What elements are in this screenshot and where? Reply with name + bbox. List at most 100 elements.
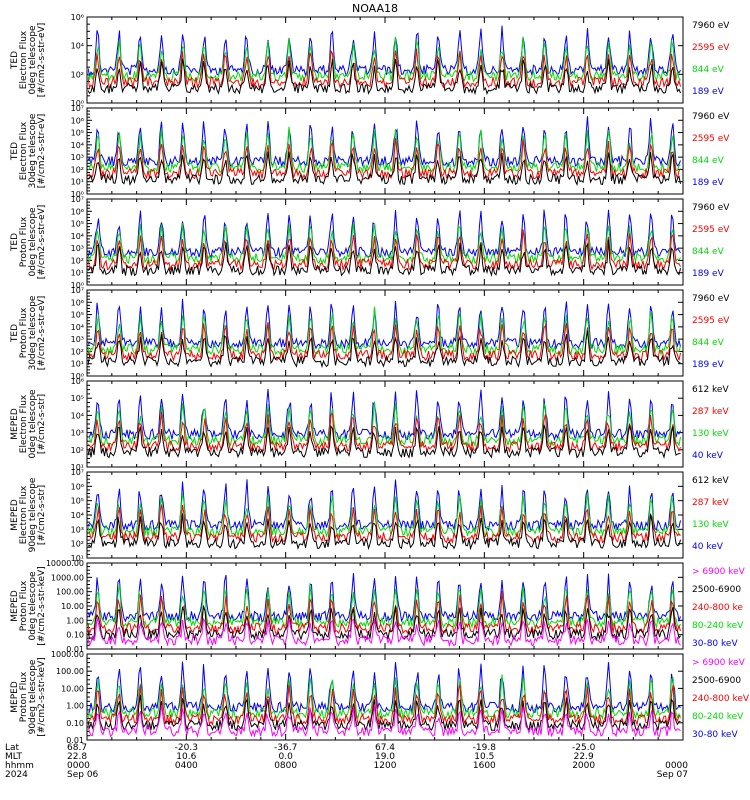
panel-4: 10⁰ 10¹ 10² 10³ 10⁴ 10⁵ 10⁶ 10⁷ TEDProton Flux30… <box>10 286 730 381</box>
series-line <box>88 25 681 78</box>
series-line <box>88 298 681 351</box>
y-tick-label: 10⁴ <box>71 232 84 241</box>
series-line <box>88 694 681 732</box>
legend-item: 189 eV <box>692 178 725 188</box>
series-line <box>88 504 681 544</box>
y-tick-label: 10¹ <box>71 178 84 187</box>
panel-7: 0.010.101.0010.00100.001000.0010000.00ME… <box>10 559 746 654</box>
y-tick-label: 10⁴ <box>71 141 84 150</box>
series-line <box>88 239 681 277</box>
footer-lat: -25.0 <box>572 743 596 753</box>
y-tick-label: 10⁰ <box>71 190 84 199</box>
y-tick-label: 10⁶ <box>71 377 84 386</box>
y-tick-label: 10³ <box>71 525 84 534</box>
series-line <box>88 209 681 259</box>
y-tick-label: 10000.00 <box>46 559 84 568</box>
series-line <box>88 151 681 186</box>
y-axis-label-line: 0deg telescope <box>28 25 38 95</box>
y-tick-label: 10⁶ <box>71 13 84 22</box>
y-tick-label: 10³ <box>71 335 84 344</box>
panel-5: 10¹ 10² 10³ 10⁴ 10⁵ 10⁶ MEPEDElectron Flux0deg… <box>10 377 729 472</box>
y-axis-label-line: 30deg telescope <box>28 113 38 188</box>
y-tick-label: 0.10 <box>66 631 84 640</box>
y-tick-label: 10⁶ <box>71 482 84 491</box>
y-axis-label-line: 90deg telescope <box>28 477 38 552</box>
y-axis-label-line: [#/cm2-s-str] <box>37 394 47 454</box>
y-axis-label-line: [#/cm2-s-str-eV] <box>37 114 47 189</box>
y-tick-label: 1000.00 <box>51 573 84 582</box>
panel-8: 0.01 0.10 1.00 10.00 100.00 1000.00 MEPEDProto… <box>10 650 750 745</box>
y-tick-label: 10⁷ <box>71 195 84 204</box>
series-line <box>88 590 681 636</box>
series-line <box>88 704 681 739</box>
footer-mlt: 19.0 <box>375 752 395 762</box>
y-tick-label: 10.00 <box>61 684 84 693</box>
y-axis-label: MEPEDProton Flux0deg telescope[#/cm2-s-s… <box>10 566 47 645</box>
flux-traces <box>88 479 681 551</box>
footer-hhmm: 1600 <box>473 761 496 771</box>
panel-frame <box>86 471 684 559</box>
y-tick-label: 10⁴ <box>71 42 84 51</box>
y-tick-label: 10³ <box>71 153 84 162</box>
y-axis-label: TEDProton Flux0deg telescope[#/cm2-s-str… <box>10 205 47 280</box>
footer-mlt: 22.8 <box>67 752 87 762</box>
y-tick-label: 10³ <box>71 244 84 253</box>
y-axis-label-line: Electron Flux <box>19 30 29 89</box>
y-axis-label-line: TED <box>10 233 20 252</box>
flux-traces <box>88 209 681 277</box>
y-tick-label: 10⁵ <box>71 220 84 229</box>
footer-mlt: 0.0 <box>279 752 294 762</box>
legend-item: 2500-6900 <box>692 585 741 595</box>
y-axis-label-line: [#/cm2-s-str-eV] <box>37 23 47 98</box>
series-line <box>88 306 681 357</box>
footer-row-label: hhmm <box>5 761 34 771</box>
y-tick-label: 10² <box>71 446 84 455</box>
y-tick-label: 1.00 <box>66 616 84 625</box>
y-tick-label: 10² <box>71 347 84 356</box>
y-tick-label: 10⁶ <box>71 207 84 216</box>
y-tick-label: 10⁰ <box>71 99 84 108</box>
y-tick-label: 0.10 <box>66 719 84 728</box>
series-line <box>88 48 681 90</box>
y-axis-label: TEDElectron Flux0deg telescope[#/cm2-s-s… <box>10 23 47 98</box>
footer-hhmm: 1200 <box>374 761 397 771</box>
y-axis-label-line: MEPED <box>10 681 20 713</box>
y-axis-label-line: TED <box>10 51 20 70</box>
legend-item: 189 eV <box>692 269 725 279</box>
footer-row-label: MLT <box>5 752 23 762</box>
y-axis-label-line: Proton Flux <box>19 671 29 722</box>
y-tick-label: 10² <box>71 70 84 79</box>
y-axis-label-line: [#/cm2-s-str] <box>37 485 47 545</box>
footer-mlt: 10.5 <box>474 752 494 762</box>
series-line <box>88 126 681 174</box>
y-axis-label-line: 90deg telescope <box>28 659 38 734</box>
y-axis-label-line: [#/cm2-s-str-eV] <box>37 205 47 280</box>
legend-item: 189 eV <box>692 360 725 370</box>
flux-traces <box>88 388 681 460</box>
y-tick-label: 10⁵ <box>71 129 84 138</box>
series-line <box>88 58 681 96</box>
legend-item: 7960 eV <box>692 21 730 31</box>
y-tick-label: 10¹ <box>71 463 84 472</box>
y-tick-label: 10⁷ <box>71 468 84 477</box>
y-axis-label: MEPEDProton Flux90deg telescope[#/cm2-s-… <box>10 657 47 736</box>
footer-date: Sep 06 <box>67 770 99 780</box>
legend-item: 287 keV <box>692 498 729 508</box>
legend-item: > 6900 keV <box>692 567 746 577</box>
y-tick-label: 10⁴ <box>71 411 84 420</box>
y-tick-label: 100.00 <box>56 667 84 676</box>
legend-item: 612 keV <box>692 476 729 486</box>
legend-item: 80-240 keV <box>692 712 744 722</box>
y-axis-label-line: Proton Flux <box>19 580 29 631</box>
series-line <box>88 492 681 539</box>
footer-row-label: 2024 <box>5 770 28 780</box>
y-axis-label: MEPEDElectron Flux90deg telescope[#/cm2-… <box>10 477 47 552</box>
legend-item: 40 keV <box>692 542 724 552</box>
panel-2: 10⁰ 10¹ 10² 10³ 10⁴ 10⁵ 10⁶ 10⁷ TEDElectron Flux… <box>10 104 730 199</box>
y-axis-label: MEPEDElectron Flux0deg telescope[#/cm2-s… <box>10 389 47 459</box>
footer-date: Sep 07 <box>657 770 688 780</box>
y-tick-label: 10⁴ <box>71 511 84 520</box>
legend-item: 240-800 ke <box>692 603 743 613</box>
y-tick-label: 10⁵ <box>71 394 84 403</box>
